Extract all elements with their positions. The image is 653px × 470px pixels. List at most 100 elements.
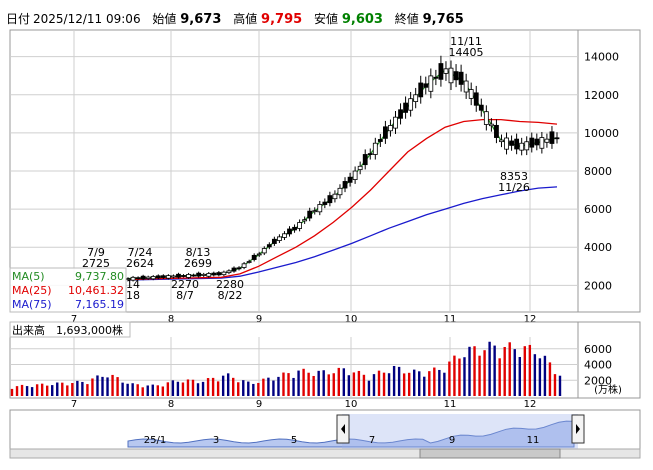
price-annotation: 11/11 [450, 35, 482, 48]
navigator-tick-label: 25/1 [144, 435, 166, 446]
price-month-label: 11 [444, 314, 457, 325]
volume-bar [91, 378, 94, 396]
candle-body [509, 140, 514, 146]
volume-bar [20, 384, 24, 396]
volume-bar [523, 346, 527, 396]
volume-bar [387, 373, 391, 396]
candle-body [463, 80, 469, 93]
volume-bar [342, 368, 346, 396]
price-annotation: 8353 [500, 170, 528, 183]
volume-bar [252, 383, 255, 396]
navigator-scrollbar[interactable] [9, 448, 641, 459]
candle-body [362, 154, 368, 166]
volume-bar [282, 372, 285, 396]
volume-bar [216, 381, 220, 396]
volume-bar [61, 382, 64, 396]
candle-body [514, 138, 520, 150]
volume-bar [292, 377, 295, 396]
volume-bar [161, 386, 165, 396]
volume-bar [96, 375, 99, 396]
candle-body [352, 170, 358, 180]
volume-bar [25, 386, 29, 396]
candle-body [529, 137, 535, 148]
candle-body [458, 71, 464, 85]
volume-bar [508, 342, 511, 396]
price-tick-label: 14000 [584, 51, 619, 64]
right-arrow-icon [576, 424, 580, 434]
candle-body [307, 210, 313, 219]
volume-legend-value: 1,693,000株 [56, 323, 123, 337]
volume-bar [116, 377, 119, 396]
candle-body [372, 142, 378, 155]
volume-bar [45, 385, 49, 396]
navigator-tick-label: 7 [369, 435, 375, 446]
ma25-legend-label: MA(25) [12, 284, 52, 297]
volume-bar [196, 383, 200, 396]
candle-body [261, 248, 267, 254]
price-annotation: 8/13 [186, 246, 211, 259]
candle-body [499, 139, 504, 143]
candle-body [453, 71, 459, 81]
volume-bar [538, 358, 542, 396]
volume-bar [111, 374, 114, 396]
volume-bar [347, 375, 351, 396]
candle-body [408, 98, 414, 111]
candle-body [297, 222, 303, 229]
volume-bar [237, 382, 240, 396]
volume-bar [438, 369, 441, 396]
volume-bar [257, 382, 260, 396]
volume-bar [423, 376, 426, 396]
navigator-selection[interactable] [342, 414, 578, 454]
price-annotation: 2699 [184, 257, 212, 270]
volume-legend-label: 出来高 [12, 323, 45, 337]
volume-tick-label: 4000 [584, 359, 612, 372]
candle-body [317, 204, 323, 213]
volume-bar [151, 384, 154, 396]
close-label: 終値 [394, 12, 419, 26]
volume-bar [312, 375, 315, 396]
volume-bar [131, 383, 134, 396]
candle-body [483, 111, 489, 125]
volume-bar [232, 377, 235, 396]
candle-body [130, 276, 136, 281]
candle-body [519, 142, 525, 151]
navigator-tick-label: 3 [213, 435, 219, 446]
candle-body [418, 82, 424, 98]
candle-body [216, 272, 222, 276]
navigator-scroll-thumb[interactable] [419, 448, 561, 459]
price-tick-label: 2000 [584, 279, 612, 292]
candle-body [347, 176, 353, 183]
volume-bar [277, 376, 280, 396]
volume-bar [493, 345, 496, 396]
volume-bar [488, 341, 491, 396]
candle-body [155, 275, 161, 279]
candle-body [160, 275, 166, 278]
price-month-label: 8 [168, 314, 174, 325]
price-annotation: 2280 [216, 278, 244, 291]
volume-bar [498, 358, 501, 396]
volume-bar [176, 381, 180, 396]
candle-body [211, 272, 217, 276]
price-tick-label: 6000 [584, 203, 612, 216]
volume-bar [468, 346, 471, 396]
volume-bar [377, 370, 381, 396]
volume-bar [352, 372, 356, 396]
candle-body [176, 273, 181, 278]
volume-bar [156, 385, 159, 396]
candle-body [226, 270, 232, 274]
volume-bar [30, 387, 34, 396]
candle-body [438, 63, 444, 80]
candle-body [196, 272, 202, 277]
volume-bar [413, 369, 416, 396]
ma25-legend-value: 10,461.32 [68, 284, 124, 297]
volume-bar [448, 361, 451, 396]
candle-body [478, 104, 484, 111]
candle-body [504, 137, 509, 150]
volume-bar [322, 370, 325, 396]
candle-body [282, 233, 287, 238]
ma75-legend-value: 7,165.19 [75, 298, 124, 311]
volume-unit-label: (万株) [594, 383, 622, 396]
volume-bar [56, 382, 59, 396]
candle-body [393, 116, 398, 129]
